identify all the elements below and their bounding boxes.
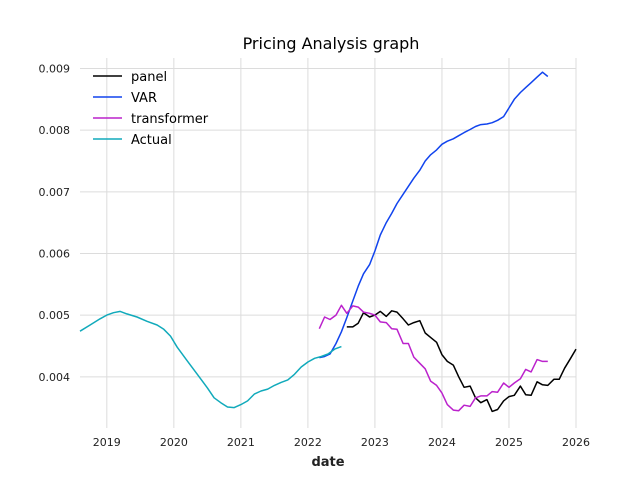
x-tick-label: 2022	[294, 436, 322, 449]
grid	[80, 58, 577, 428]
legend-label: transformer	[131, 112, 209, 127]
y-tick-label: 0.008	[39, 124, 71, 137]
series-layer	[79, 71, 577, 413]
series-line-panel	[346, 310, 577, 413]
x-tick-label: 2019	[93, 436, 121, 449]
y-tick-label: 0.006	[39, 247, 71, 260]
series-line-transformer	[318, 304, 548, 412]
legend-label: VAR	[131, 91, 157, 106]
chart-title: Pricing Analysis graph	[243, 34, 420, 53]
series-line-var	[319, 71, 549, 359]
y-tick-label: 0.004	[39, 371, 71, 384]
legend-label: panel	[131, 70, 167, 85]
y-tick-label: 0.007	[39, 186, 71, 199]
series-line-actual	[79, 310, 342, 409]
x-tick-label: 2020	[160, 436, 188, 449]
y-tick-label: 0.009	[39, 62, 71, 75]
x-axis-label: date	[311, 455, 344, 470]
axes: 2019 2020 2021 2022 2023 2024 2025 2026 0.004 0.0…	[39, 62, 591, 449]
x-tick-label: 2026	[562, 436, 590, 449]
x-tick-label: 2025	[495, 436, 523, 449]
x-tick-label: 2024	[428, 436, 456, 449]
x-tick-label: 2023	[361, 436, 389, 449]
x-tick-label: 2021	[227, 436, 255, 449]
y-tick-label: 0.005	[39, 309, 71, 322]
legend: panel VAR transformer Actual	[93, 70, 209, 148]
legend-label: Actual	[131, 133, 172, 148]
